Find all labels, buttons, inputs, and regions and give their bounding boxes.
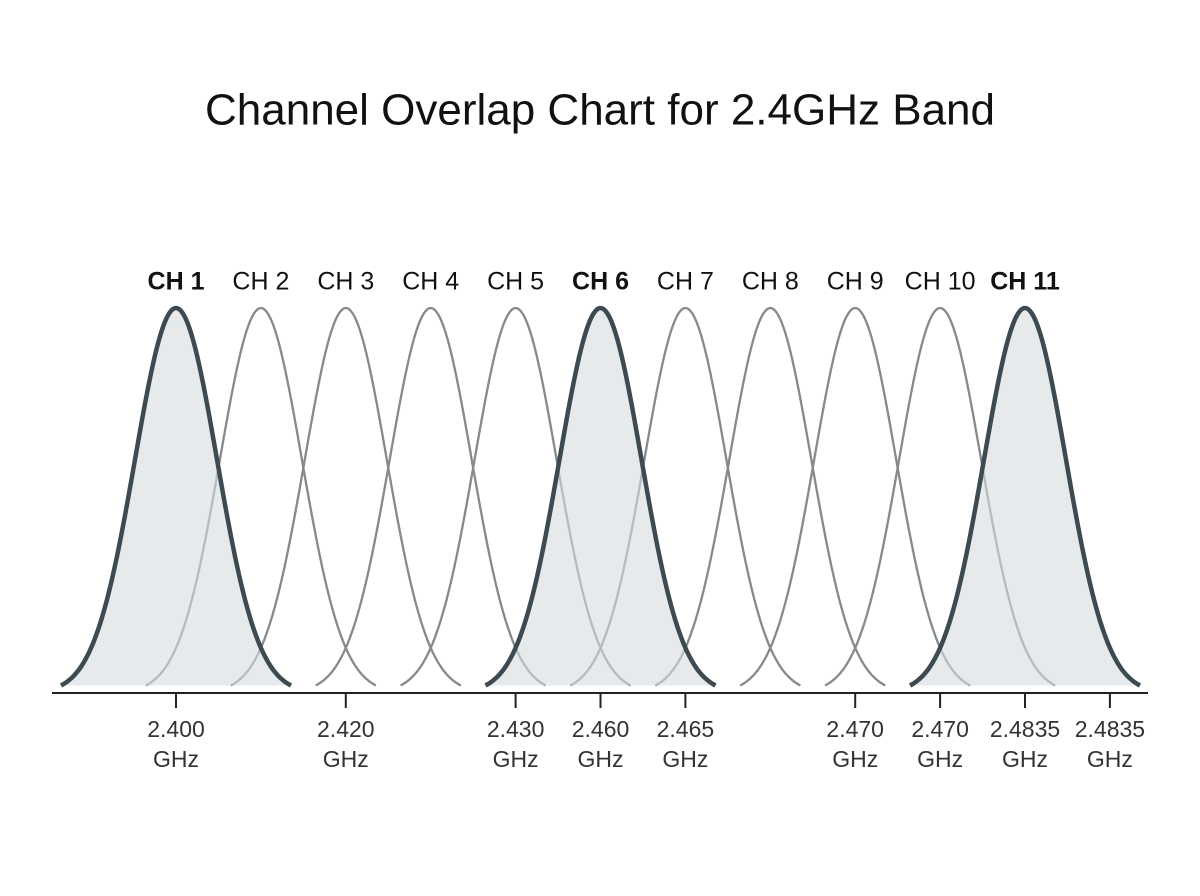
axis-label: GHz — [493, 746, 539, 772]
axis-label: 2.460 — [572, 716, 630, 742]
channel-curve — [654, 306, 886, 687]
axis-label: GHz — [832, 746, 878, 772]
axis-label: GHz — [662, 746, 708, 772]
title: Channel Overlap Chart for 2.4GHz Band — [205, 86, 995, 135]
axis-label: GHz — [1087, 746, 1133, 772]
channel-label: CH 8 — [742, 268, 799, 296]
axis-label: 2.470 — [826, 716, 884, 742]
channel-label: CH 4 — [402, 268, 459, 296]
axis-label: GHz — [153, 746, 199, 772]
channel-curve — [315, 306, 547, 687]
highlighted-channel-curve — [908, 305, 1142, 688]
axis-label: GHz — [1002, 746, 1048, 772]
axis-label: 2.470 — [911, 716, 969, 742]
channel-label: CH 9 — [827, 268, 884, 296]
channel-label: CH 6 — [572, 268, 629, 296]
channel-curve — [739, 306, 971, 687]
axis-label: GHz — [578, 746, 624, 772]
axis-label: GHz — [917, 746, 963, 772]
channel-label: CH 3 — [317, 268, 374, 296]
channel-label: CH 10 — [905, 268, 976, 296]
axis-label: 2.430 — [487, 716, 545, 742]
axis-label: 2.400 — [147, 716, 205, 742]
channel-curve — [230, 306, 462, 687]
labels: CH 1 CH 2 CH 3 CH 4 CH 5 CH 6 CH 7 CH 8 CH 9 CH 1… — [147, 268, 1145, 772]
curves — [59, 305, 1142, 688]
channel-label: CH 7 — [657, 268, 714, 296]
axis-label: 2.465 — [657, 716, 715, 742]
axis-label: GHz — [323, 746, 369, 772]
axis-label: 2.420 — [317, 716, 375, 742]
highlighted-channel-curve — [484, 305, 717, 688]
channel-label: CH 1 — [148, 268, 205, 296]
axis-label: 2.4835 — [990, 716, 1060, 742]
axis-label: 2.4835 — [1075, 716, 1145, 742]
highlighted-channel-curve — [59, 305, 293, 688]
channel-label: CH 11 — [990, 268, 1060, 296]
channel-label: CH 2 — [232, 268, 289, 296]
channel-label: CH 5 — [487, 268, 544, 296]
